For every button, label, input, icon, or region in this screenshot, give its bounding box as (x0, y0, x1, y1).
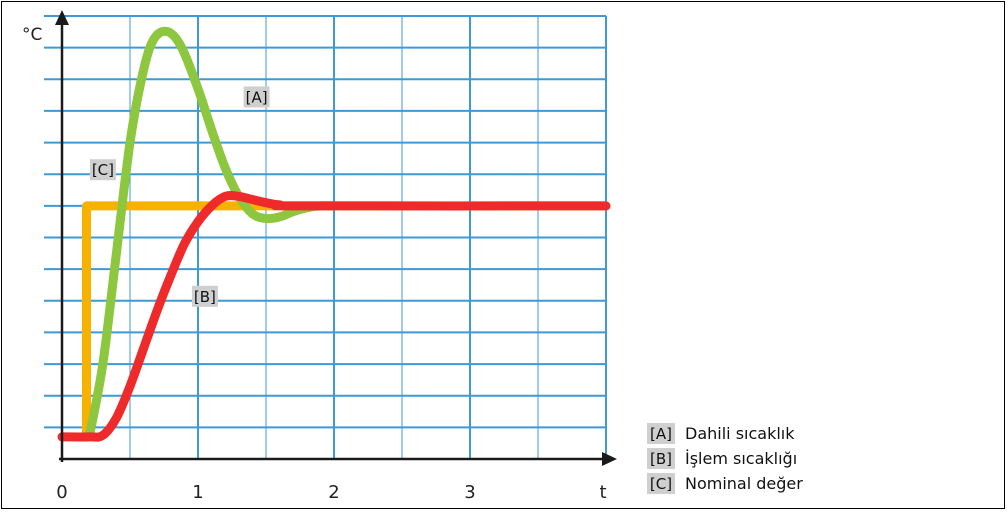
series-tags: [A] [B] [C] (89, 86, 270, 307)
axes (55, 10, 617, 466)
series-tag-text: [A] (246, 88, 268, 106)
legend-item: [C] Nominal değer (647, 473, 803, 494)
legend-label: Nominal değer (685, 474, 803, 493)
legend-item: [B] İşlem sıcaklığı (647, 448, 797, 469)
x-tick-labels: 0 1 2 3 (56, 482, 475, 503)
series-tag-bg (89, 159, 116, 181)
x-tick-label: 0 (56, 482, 67, 503)
legend-item: [A] Dahili sıcaklık (647, 423, 795, 444)
x-tick-label: 2 (328, 482, 339, 503)
series-tag-text: [B] (194, 288, 216, 306)
series-tag-bg (191, 285, 218, 307)
x-axis-label: t (599, 482, 606, 503)
series-line-b (57, 191, 611, 442)
legend-tag: [C] (650, 475, 672, 493)
x-tick-label: 3 (464, 482, 475, 503)
legend-tag-bg (647, 473, 675, 494)
legend-tag: [B] (650, 450, 672, 468)
series-tag-b: [B] (191, 285, 218, 307)
series-line-c (82, 201, 611, 442)
series-line-a (84, 26, 339, 442)
x-tick-label: 1 (192, 482, 203, 503)
legend-label: İşlem sıcaklığı (685, 449, 797, 468)
y-axis-arrow-icon (55, 10, 69, 25)
series-tag-bg (243, 86, 270, 108)
legend-tag-bg (647, 423, 675, 444)
series-tag-a: [A] (243, 86, 270, 108)
curves (57, 26, 611, 442)
y-axis-label: °C (22, 25, 42, 45)
legend: [A] Dahili sıcaklık [B] İşlem sıcaklığı [C] N… (647, 423, 803, 494)
legend-label: Dahili sıcaklık (685, 424, 795, 443)
legend-tag: [A] (650, 425, 672, 443)
series-tag-text: [C] (92, 161, 114, 179)
x-axis-arrow-icon (602, 452, 617, 466)
series-tag-c: [C] (89, 159, 116, 181)
legend-tag-bg (647, 448, 675, 469)
